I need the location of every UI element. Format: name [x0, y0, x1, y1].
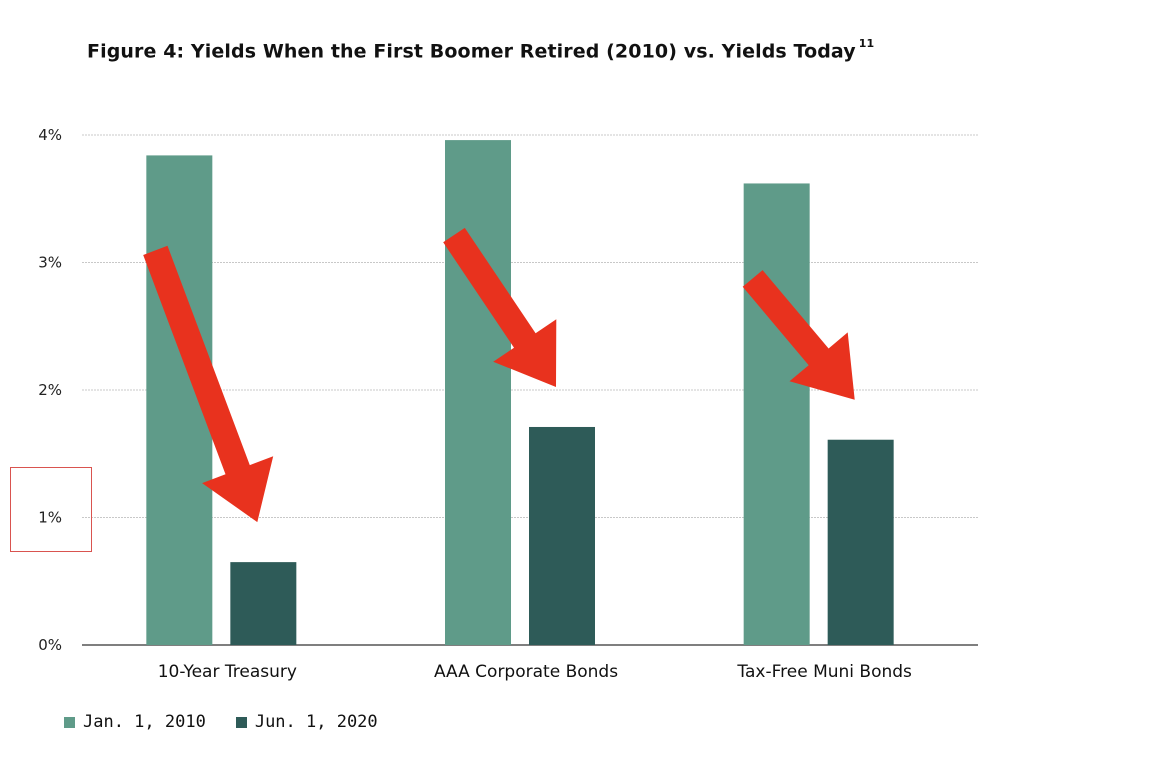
- y-tick-label: 2%: [38, 381, 62, 399]
- arrows: [143, 227, 855, 523]
- legend-swatch-2020: [235, 716, 247, 728]
- red-arrow-icon: [443, 227, 557, 387]
- bar-2010: [445, 140, 511, 645]
- legend: Jan. 1, 2010 Jun. 1, 2020: [64, 712, 408, 732]
- title-footnote: 11: [858, 37, 875, 50]
- x-category-label: Tax-Free Muni Bonds: [736, 662, 912, 682]
- y-tick-label: 1%: [38, 509, 62, 527]
- legend-swatch-2010: [64, 716, 75, 728]
- y-tick-label: 0%: [38, 636, 62, 654]
- chart-title-text: Figure 4: Yields When the First Boomer R…: [87, 40, 856, 63]
- y-tick-label: 4%: [38, 126, 62, 144]
- chart-title: Figure 4: Yields When the First Boomer R…: [87, 37, 875, 63]
- x-category-label: AAA Corporate Bonds: [434, 662, 618, 682]
- legend-label-2020: Jun. 1, 2020: [254, 712, 378, 732]
- x-category-label: 10-Year Treasury: [158, 662, 297, 682]
- y-tick-label: 3%: [38, 254, 62, 272]
- legend-label-2010: Jan. 1, 2010: [83, 712, 206, 732]
- red-arrow-icon: [143, 245, 274, 523]
- legend-item-2010: Jan. 1, 2010: [64, 712, 206, 732]
- bars: [146, 140, 894, 645]
- red-arrow-icon: [742, 270, 855, 400]
- bar-2020: [827, 439, 894, 645]
- legend-item-2020: Jun. 1, 2020: [235, 712, 378, 732]
- x-axis-labels: 10-Year Treasury AAA Corporate Bonds Tax-F…: [158, 662, 912, 682]
- highlight-box: [10, 467, 92, 552]
- bar-2020: [230, 562, 297, 645]
- y-axis-ticks: 0% 1% 2% 3% 4%: [38, 126, 62, 654]
- bar-2020: [529, 426, 595, 645]
- bar-2010: [743, 183, 810, 645]
